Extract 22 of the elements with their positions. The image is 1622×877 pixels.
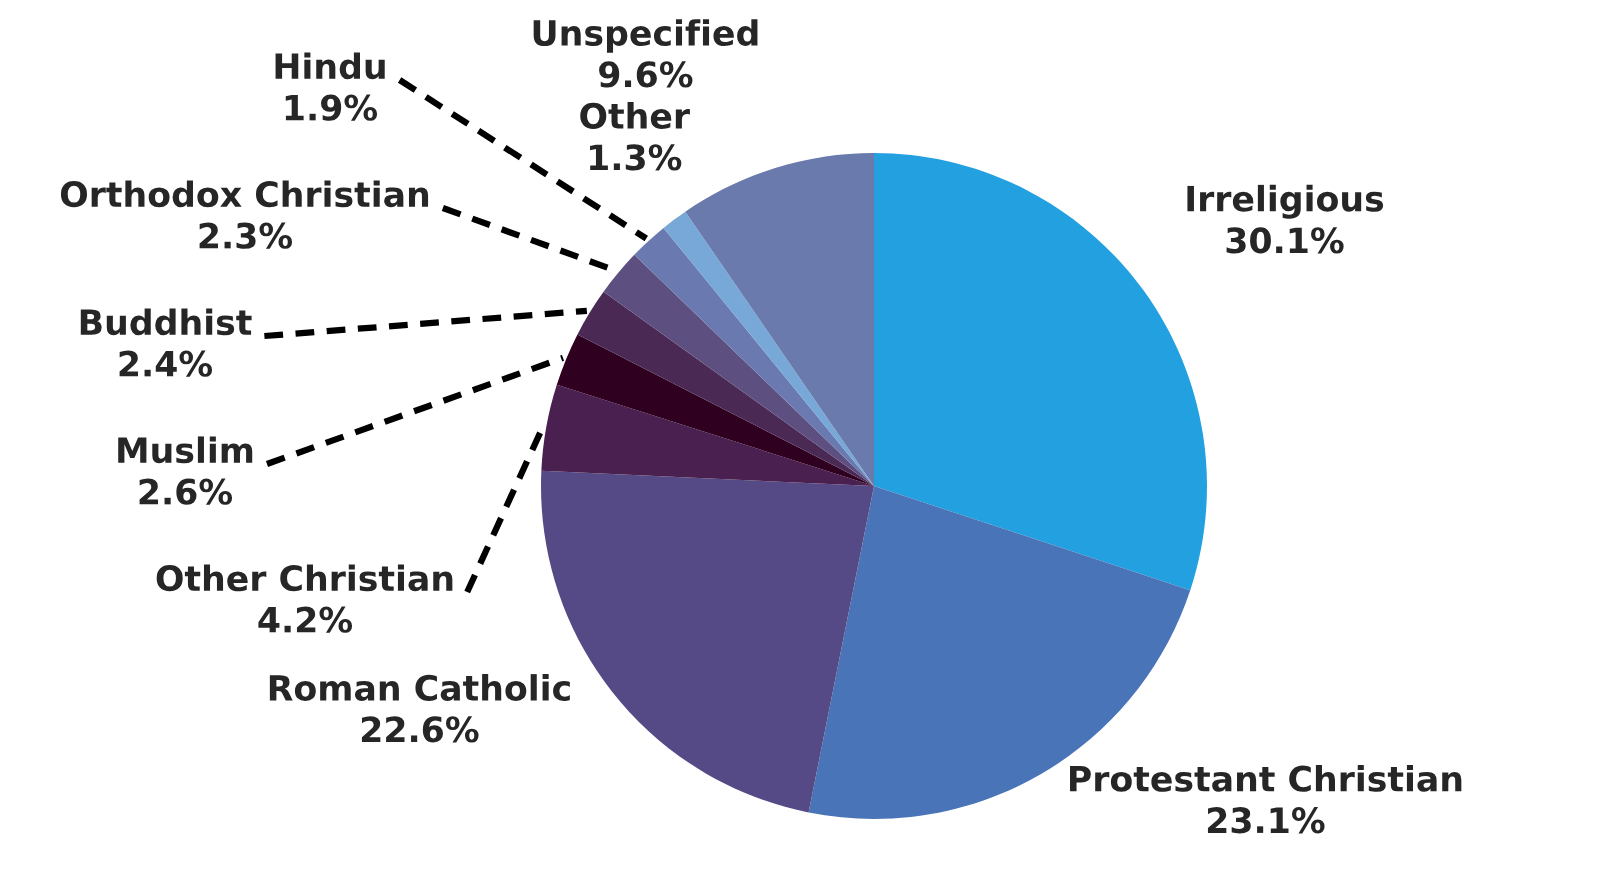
data-label: 2.3% [199, 222, 293, 249]
slice-label: Muslim [118, 436, 253, 464]
data-label: 30.1% [1226, 227, 1344, 254]
slice-label: Roman Catholic [269, 674, 570, 701]
pie-slice [663, 211, 874, 486]
data-label: 9.6% [599, 61, 693, 88]
slice-label: Other [580, 102, 690, 129]
data-label: 23.1% [1207, 807, 1325, 834]
data-label: 1.9% [285, 94, 378, 121]
slice-label: Orthodox Christian [60, 180, 429, 208]
data-label: 4.2% [258, 606, 353, 633]
data-label: 2.6% [139, 478, 233, 505]
data-label: 2.4% [119, 350, 213, 377]
slice-label: Irreligious [1187, 184, 1384, 219]
slice-label: Other Christian [156, 564, 453, 592]
data-label: 22.6% [361, 716, 479, 743]
data-label: 1.3% [590, 144, 682, 171]
slice-label: Buddhist [80, 308, 252, 336]
slice-label: Protestant Christian [1070, 764, 1462, 792]
slice-label: Unspecified [533, 19, 758, 53]
pie-slice [556, 334, 874, 486]
slice-label: Hindu [275, 52, 385, 80]
